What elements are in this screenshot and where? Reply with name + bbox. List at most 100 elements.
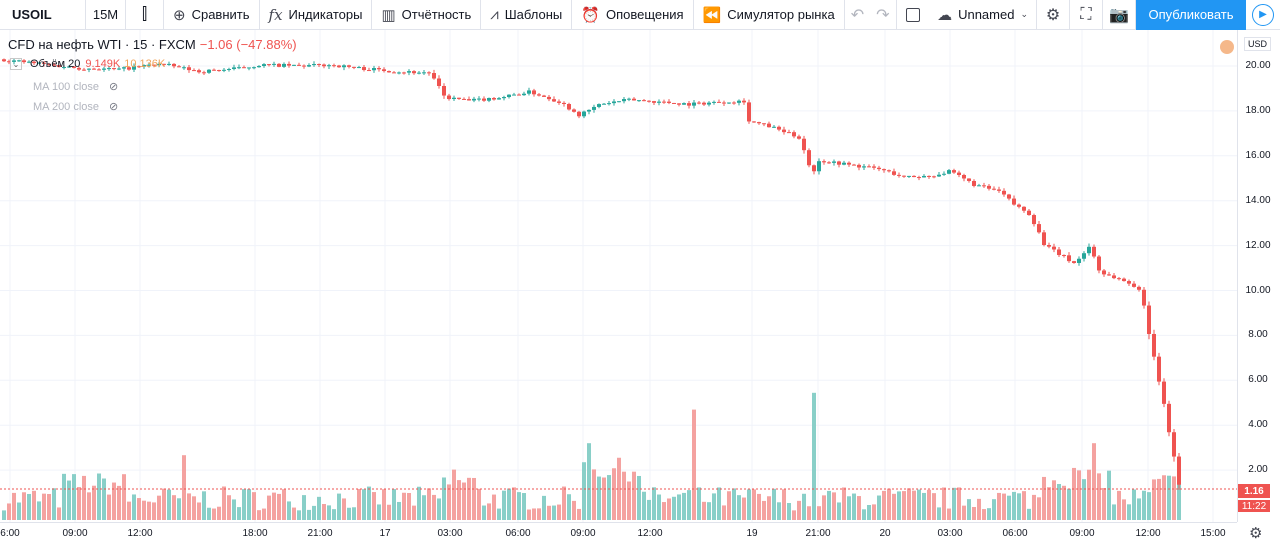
candle-body	[522, 93, 526, 96]
redo-icon[interactable]: ↷	[870, 0, 897, 30]
volume-bar	[407, 492, 411, 520]
volume-bar	[727, 491, 731, 520]
candle-body	[987, 185, 991, 189]
candle-body	[767, 123, 771, 128]
camera-icon[interactable]: 📷	[1103, 0, 1136, 30]
time-tick-label: 09:00	[1069, 528, 1095, 539]
candle-body	[1007, 194, 1011, 199]
volume-bar	[772, 488, 776, 520]
indicators-button[interactable]: fx Индикаторы	[260, 0, 373, 30]
layout-menu-button[interactable]: ☁ Unnamed ⌄	[929, 0, 1037, 30]
alerts-button[interactable]: ⏰ Оповещения	[572, 0, 694, 30]
candle-body	[672, 102, 676, 104]
candle-body	[52, 64, 56, 66]
publish-button[interactable]: Опубликовать	[1136, 0, 1246, 30]
candle-body	[782, 129, 786, 133]
expand-icon[interactable]: ⛶	[1070, 0, 1103, 30]
candle-type-icon[interactable]: ⫿	[126, 0, 164, 30]
rewind-icon: ⏪	[702, 6, 722, 24]
volume-bar	[172, 495, 176, 520]
status-dot-icon	[1220, 40, 1234, 54]
volume-bar	[17, 502, 21, 520]
candle-body	[687, 103, 691, 106]
volume-bar	[742, 497, 746, 520]
financials-button[interactable]: ▥ Отчётность	[372, 0, 482, 30]
collapse-chevron-icon[interactable]: ⌄	[10, 58, 22, 70]
chart-plot-area[interactable]	[0, 30, 1237, 522]
time-axis[interactable]	[0, 522, 1237, 547]
volume-bar	[167, 489, 171, 520]
axis-settings-gear-icon[interactable]: ⚙	[1249, 525, 1263, 542]
volume-bar	[917, 489, 921, 520]
volume-bar	[1062, 485, 1066, 520]
candle-body	[462, 98, 466, 100]
volume-bar	[582, 462, 586, 520]
candle-body	[597, 104, 601, 107]
volume-bar	[1007, 495, 1011, 520]
volume-bar	[1067, 488, 1071, 520]
volume-bar	[567, 494, 571, 520]
candle-body	[1052, 246, 1056, 250]
volume-bar	[1162, 475, 1166, 520]
volume-bar	[857, 496, 861, 520]
volume-bar	[1122, 499, 1126, 520]
volume-bar	[952, 487, 956, 520]
volume-bar	[372, 492, 376, 520]
replay-button[interactable]: ⏪ Симулятор рынка	[694, 0, 845, 30]
candle-body	[872, 166, 876, 168]
candle-body	[962, 174, 966, 179]
volume-bar	[67, 480, 71, 520]
price-axis[interactable]	[1237, 30, 1280, 522]
candle-body	[652, 101, 656, 103]
ma200-legend[interactable]: MA 200 close ⊘	[33, 100, 119, 114]
candle-body	[1112, 275, 1116, 279]
candle-body	[2, 59, 6, 62]
volume-bar	[327, 505, 331, 520]
eye-hidden-icon[interactable]: ⊘	[109, 81, 119, 93]
candle-body	[1022, 206, 1026, 211]
volume-bar	[787, 503, 791, 520]
volume-bar	[652, 487, 656, 520]
volume-bar	[202, 491, 206, 520]
candle-body	[102, 68, 106, 70]
candle-body	[867, 166, 871, 168]
time-tick-label: 6:00	[0, 528, 20, 539]
ma100-legend[interactable]: MA 100 close ⊘	[33, 80, 119, 94]
play-button[interactable]: ▶	[1246, 0, 1280, 30]
currency-label[interactable]: USD	[1244, 37, 1272, 51]
volume-bar	[1152, 479, 1156, 520]
candle-body	[517, 94, 521, 96]
candle-body	[97, 69, 101, 71]
symbol-search-button[interactable]: USOIL	[0, 0, 86, 30]
interval-button[interactable]: 15М	[86, 0, 126, 30]
candle-body	[592, 106, 596, 110]
undo-icon[interactable]: ↶	[850, 6, 865, 24]
candle-body	[1082, 253, 1086, 259]
candle-body	[242, 67, 246, 69]
candle-body	[892, 171, 896, 175]
time-tick-label: 19	[746, 528, 758, 539]
compare-button[interactable]: ⊕ Сравнить	[164, 0, 260, 30]
volume-bar	[457, 480, 461, 520]
candle-body	[227, 69, 231, 71]
volume-legend[interactable]: ⌄ Объём 20 9.149K 10.136K	[10, 58, 165, 70]
candle-body	[1057, 249, 1061, 256]
volume-bar	[687, 490, 691, 520]
candle-body	[907, 175, 911, 177]
templates-button[interactable]: ⩘ Шаблоны	[481, 0, 573, 30]
candle-body	[17, 60, 21, 62]
volume-value: 9.149K	[85, 58, 121, 70]
fullscreen-layout-icon[interactable]	[897, 0, 929, 30]
eye-hidden-icon[interactable]: ⊘	[109, 101, 119, 113]
candle-body	[357, 67, 361, 69]
volume-bar	[982, 509, 986, 520]
volume-bar	[337, 493, 341, 520]
candle-body	[107, 68, 111, 70]
candle-body	[217, 70, 221, 72]
candle-body	[32, 61, 36, 64]
volume-bar	[957, 487, 961, 520]
volume-bar	[367, 486, 371, 520]
settings-gear-icon[interactable]: ⚙	[1037, 0, 1070, 30]
candle-body	[1132, 283, 1136, 287]
volume-bar	[42, 493, 46, 520]
